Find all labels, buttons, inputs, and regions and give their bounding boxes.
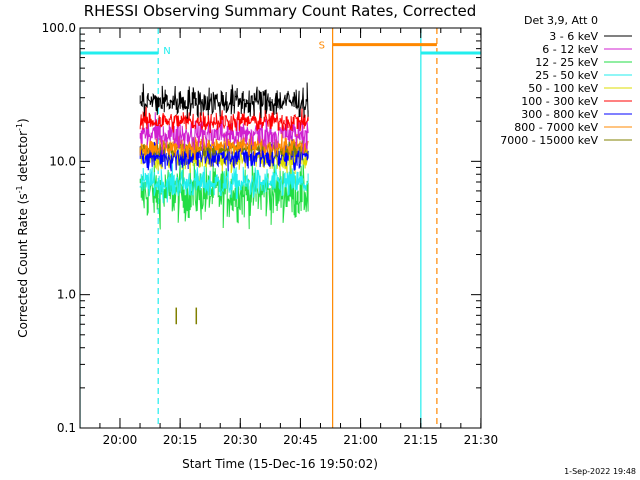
x-tick-label: 20:15	[163, 433, 198, 447]
y-tick-label: 1.0	[57, 288, 76, 302]
chart-title: RHESSI Observing Summary Count Rates, Co…	[84, 2, 477, 20]
legend-label: 25 - 50 keV	[535, 69, 598, 82]
footer-date: 1-Sep-2022 19:48	[564, 467, 636, 476]
legend-label: 12 - 25 keV	[535, 56, 598, 69]
legend-header: Det 3,9, Att 0	[524, 14, 598, 27]
series-line-3	[139, 163, 309, 204]
y-tick-label: 10.0	[49, 154, 76, 168]
y-tick-label: 100.0	[42, 21, 76, 35]
legend-label: 300 - 800 keV	[521, 108, 598, 121]
x-axis: 20:00 20:15 20:30 20:45 21:00 21:15 21:30	[99, 28, 499, 447]
y-axis-label-part3: )	[16, 118, 30, 123]
data-traces	[139, 82, 309, 325]
y-axis-label-sup2: -1	[15, 123, 24, 131]
x-axis-label: Start Time (15-Dec-16 19:50:02)	[182, 457, 378, 471]
x-tick-label: 21:00	[343, 433, 378, 447]
x-tick-label: 21:15	[403, 433, 438, 447]
legend-label: 50 - 100 keV	[528, 82, 598, 95]
y-axis-label-part2: detector	[16, 131, 30, 186]
legend-label: 6 - 12 keV	[542, 43, 598, 56]
series-line-6	[139, 135, 309, 172]
x-tick-label: 20:30	[223, 433, 258, 447]
series-line-5	[139, 106, 309, 134]
saa-label: S	[319, 41, 325, 52]
x-tick-label: 21:30	[464, 433, 499, 447]
legend-label: 7000 - 15000 keV	[500, 134, 598, 147]
x-tick-label: 20:45	[283, 433, 318, 447]
legend-label: 3 - 6 keV	[549, 30, 598, 43]
night-label: N	[163, 46, 170, 57]
legend-label: 100 - 300 keV	[521, 95, 598, 108]
legend-label: 800 - 7000 keV	[514, 121, 598, 134]
series-line-1	[139, 112, 309, 156]
y-tick-label: 0.1	[57, 421, 76, 435]
y-axis-label: Corrected Count Rate (s-1 detector-1)	[15, 118, 30, 337]
y-axis-label-part1: Corrected Count Rate (s	[16, 193, 30, 337]
y-axis-label-sup1: -1	[15, 185, 24, 193]
x-tick-label: 20:00	[103, 433, 138, 447]
y-axis: 0.1 1.0 10.0 100.0	[42, 21, 481, 435]
series-line-0	[139, 82, 309, 119]
